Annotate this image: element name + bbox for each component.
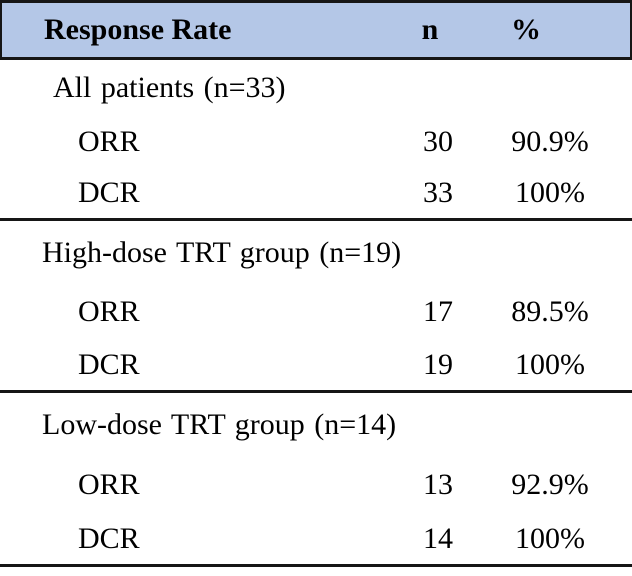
group-label: Low-dose TRT group (n=14): [42, 408, 397, 441]
metric-row-dcr: DCR 14 100%: [0, 513, 632, 564]
metric-n-value: 14: [423, 521, 453, 555]
metric-name: ORR: [78, 295, 140, 328]
metric-percent-value: 89.5%: [511, 295, 589, 328]
header-cell-n: n: [421, 13, 439, 46]
metric-row-orr: ORR 13 92.9%: [0, 457, 632, 513]
metric-name: ORR: [78, 124, 140, 158]
metric-n-value: 17: [423, 295, 453, 328]
metric-n-value: 30: [423, 124, 453, 158]
group-label: All patients (n=33): [53, 71, 286, 104]
metric-name: ORR: [78, 468, 140, 501]
group-label-row: All patients (n=33): [0, 60, 632, 116]
metric-percent-value: 100%: [515, 521, 585, 555]
header-cell-percent: %: [511, 13, 541, 46]
section-all-patients: All patients (n=33) ORR 30 90.9% DCR 33 …: [0, 60, 632, 221]
metric-n-value: 33: [423, 175, 453, 209]
metric-n-value: 13: [423, 468, 453, 501]
section-high-dose-trt: High-dose TRT group (n=19) ORR 17 89.5% …: [0, 221, 632, 393]
header-cell-response-rate: Response Rate: [44, 13, 232, 46]
metric-percent-value: 100%: [515, 347, 585, 381]
table-header-row: Response Rate n %: [0, 0, 632, 60]
metric-name: DCR: [78, 521, 140, 555]
metric-percent-value: 90.9%: [511, 124, 589, 158]
metric-n-value: 19: [423, 347, 453, 381]
group-label-row: High-dose TRT group (n=19): [0, 221, 632, 285]
metric-percent-value: 92.9%: [511, 468, 589, 501]
group-label-row: Low-dose TRT group (n=14): [0, 393, 632, 457]
metric-name: DCR: [78, 175, 140, 209]
metric-row-orr: ORR 30 90.9%: [0, 116, 632, 167]
section-low-dose-trt: Low-dose TRT group (n=14) ORR 13 92.9% D…: [0, 393, 632, 567]
metric-percent-value: 100%: [515, 175, 585, 209]
metric-row-dcr: DCR 19 100%: [0, 339, 632, 390]
metric-row-dcr: DCR 33 100%: [0, 167, 632, 218]
group-label: High-dose TRT group (n=19): [42, 236, 402, 269]
metric-name: DCR: [78, 347, 140, 381]
metric-row-orr: ORR 17 89.5%: [0, 285, 632, 339]
